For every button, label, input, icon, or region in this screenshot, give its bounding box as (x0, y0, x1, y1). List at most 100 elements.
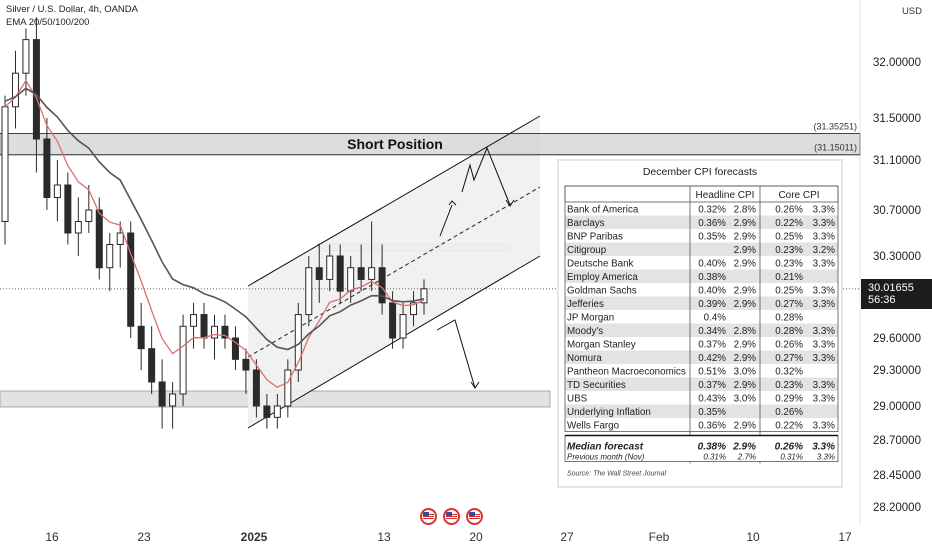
cpi-headline-yoy: 2.9% (734, 353, 757, 364)
cpi-headline-yoy: 2.9% (734, 421, 757, 432)
cpi-table-border (564, 185, 839, 432)
current-price-value: 30.01655 (868, 282, 914, 294)
candle-body (273, 405, 281, 418)
cpi-row-name: Goldman Sachs (567, 286, 637, 297)
candle-body (116, 232, 124, 245)
candle-body (368, 267, 376, 280)
cpi-core-mom: 0.32% (775, 367, 803, 378)
candle-body (221, 325, 229, 339)
us-flag-icon[interactable] (443, 508, 460, 525)
bar-countdown: 56:36 (868, 294, 896, 306)
cpi-core-mom: 0.25% (775, 286, 803, 297)
cpi-headline-mom: 0.34% (698, 326, 726, 337)
date-tick-label: 23 (137, 530, 151, 544)
cpi-headline-mom: 0.35% (698, 407, 726, 418)
cpi-core-mom: 0.23% (775, 245, 803, 256)
us-flag-icon[interactable] (466, 508, 483, 525)
cpi-core-mom: 0.25% (775, 232, 803, 243)
us-flag-icon[interactable] (420, 508, 437, 525)
candle-body (53, 184, 61, 198)
cpi-core-yoy: 3.3% (813, 259, 836, 270)
cpi-core-yoy: 3.3% (813, 299, 836, 310)
arrow-head (505, 199, 515, 207)
median-core-mom: 0.26% (775, 442, 803, 453)
headline-cpi-header: Headline CPI (696, 190, 755, 201)
cpi-row-name: Underlying Inflation (567, 407, 651, 418)
candle-body (127, 232, 135, 327)
price-tick-label: 29.30000 (873, 365, 921, 377)
cpi-row-name: BNP Paribas (567, 232, 623, 243)
candle-body (410, 302, 418, 316)
cpi-headline-mom: 0.35% (698, 232, 726, 243)
cpi-table-title: December CPI forecasts (643, 166, 757, 178)
cpi-headline-mom: 0.40% (698, 286, 726, 297)
channel-lower-line (247, 255, 541, 429)
cpi-row-name: Bank of America (567, 205, 639, 216)
core-cpi-header: Core CPI (778, 190, 819, 201)
cpi-core-mom: 0.27% (775, 353, 803, 364)
cpi-headline-yoy: 2.9% (734, 259, 757, 270)
candle-body (336, 255, 344, 292)
cpi-core-mom: 0.26% (775, 340, 803, 351)
cpi-core-yoy: 3.2% (813, 245, 836, 256)
ema-fast-line (4, 79, 425, 389)
median-headline-mom: 0.38% (698, 442, 726, 453)
previous-headline-mom: 0.31% (703, 453, 726, 462)
short-position-label: Short Position (347, 136, 443, 152)
projection-path (439, 204, 453, 237)
price-tick-label: 28.20000 (873, 502, 921, 514)
cpi-row-stripe (565, 215, 838, 229)
indicator-legend[interactable]: EMA 20/50/100/200 (6, 17, 90, 28)
price-tick-label: 32.00000 (873, 57, 921, 69)
cpi-core-yoy: 3.3% (813, 232, 836, 243)
candle-body (231, 337, 239, 360)
date-tick-label: 17 (838, 530, 852, 544)
date-tick-label: 20 (469, 530, 483, 544)
cpi-headline-mom: 0.43% (698, 394, 726, 405)
candle-body (347, 267, 355, 292)
arrow-head (448, 200, 457, 206)
median-core-yoy: 3.3% (812, 442, 835, 453)
price-tick-label: 30.30000 (873, 251, 921, 263)
candle-body (64, 184, 72, 234)
candle-body (32, 39, 40, 140)
candle-body (137, 325, 145, 350)
candle-body (85, 209, 93, 222)
candle-body (95, 209, 103, 269)
cpi-headline-mom: 0.37% (698, 340, 726, 351)
candle-body (389, 302, 397, 339)
candle-body (169, 393, 177, 407)
upper-level-label: (31.35251) (813, 121, 857, 131)
cpi-core-mom: 0.28% (775, 326, 803, 337)
candle-body (158, 381, 166, 407)
candle-body (148, 348, 156, 383)
price-tick-label: 29.00000 (873, 401, 921, 413)
channel-upper-line (247, 115, 541, 287)
candle-body (315, 267, 323, 280)
candle-body (11, 72, 19, 108)
cpi-core-yoy: 3.3% (813, 326, 836, 337)
economic-events[interactable] (420, 508, 483, 525)
cpi-headline-mom: 0.39% (698, 299, 726, 310)
candle-body (1, 106, 9, 222)
cpi-headline-yoy: 3.0% (734, 367, 757, 378)
cpi-headline-mom: 0.36% (698, 421, 726, 432)
currency-label[interactable]: USD (901, 6, 922, 17)
lower-level-label: (31.15011) (814, 143, 857, 153)
median-headline-yoy: 2.9% (732, 442, 756, 453)
previous-core-mom: 0.31% (780, 453, 803, 462)
cpi-headline-mom: 0.38% (698, 272, 726, 283)
ema-slow-line (4, 87, 425, 351)
cpi-core-mom: 0.26% (775, 407, 803, 418)
previous-label: Previous month (Nov) (567, 453, 645, 462)
cpi-headline-yoy: 2.8% (734, 326, 757, 337)
date-tick-label: 13 (377, 530, 391, 544)
candle-body (305, 267, 313, 316)
price-tick-label: 30.70000 (873, 205, 921, 217)
cpi-headline-mom: 0.36% (698, 218, 726, 229)
median-block (564, 435, 839, 462)
candle-body (200, 314, 208, 339)
cpi-headline-yoy: 2.9% (734, 380, 757, 391)
